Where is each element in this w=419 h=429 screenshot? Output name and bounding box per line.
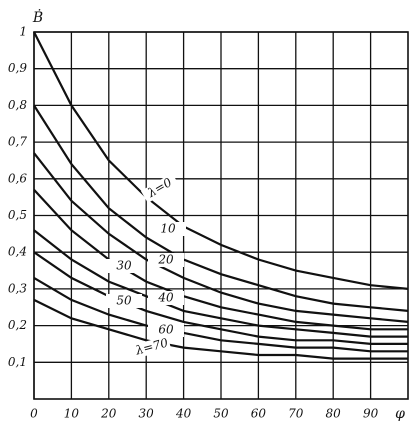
curve xyxy=(33,298,408,360)
x-tick-label: 20 xyxy=(100,407,117,421)
curve-label-bg xyxy=(148,291,184,305)
x-tick-label: 10 xyxy=(64,407,80,421)
curve-label: 40 xyxy=(157,291,174,305)
x-tick-label: 60 xyxy=(251,407,267,421)
y-tick-label: 0,1 xyxy=(8,355,27,369)
x-tick-label: 40 xyxy=(175,407,192,421)
y-tick-label: 0,3 xyxy=(8,281,27,295)
curve xyxy=(33,276,408,353)
curve-label-bg xyxy=(148,323,184,337)
x-tick-label: 80 xyxy=(326,407,342,421)
curve-label: 20 xyxy=(157,253,174,267)
x-axis-label: φ xyxy=(395,406,405,422)
x-tick-label: 90 xyxy=(363,407,379,421)
curve xyxy=(33,152,409,323)
curve-label-bg xyxy=(106,259,142,273)
curve xyxy=(33,31,409,290)
curve xyxy=(33,229,408,338)
x-tick-label: 0 xyxy=(30,407,38,421)
y-tick-label: 0,8 xyxy=(8,98,27,112)
curve-label-bg xyxy=(148,253,184,267)
y-tick-label: 0,4 xyxy=(8,245,27,259)
curve xyxy=(33,251,408,345)
x-tick-label: 70 xyxy=(288,407,304,421)
y-tick-label: 0,2 xyxy=(8,318,27,332)
curve-label-bg xyxy=(150,222,186,236)
y-tick-label: 0,6 xyxy=(8,171,27,185)
y-tick-label: 0,9 xyxy=(8,61,27,75)
curve-label-bg xyxy=(132,335,172,359)
y-tick-label: 0,7 xyxy=(8,135,27,149)
x-tick-label: 30 xyxy=(139,407,155,421)
curve-label-bg xyxy=(140,172,180,204)
y-tick-label: 0,5 xyxy=(8,208,27,222)
y-tick-label: 1 xyxy=(19,25,27,39)
curve-label: 60 xyxy=(158,323,174,337)
curve-label: 30 xyxy=(116,259,132,273)
curve xyxy=(33,189,408,331)
y-axis-label: Ḃ xyxy=(32,8,43,26)
curve-label-bg xyxy=(106,294,142,308)
curve-label: 50 xyxy=(116,294,132,308)
x-tick-label: 50 xyxy=(213,407,229,421)
curve-label: 10 xyxy=(160,222,176,236)
curve xyxy=(33,104,409,312)
